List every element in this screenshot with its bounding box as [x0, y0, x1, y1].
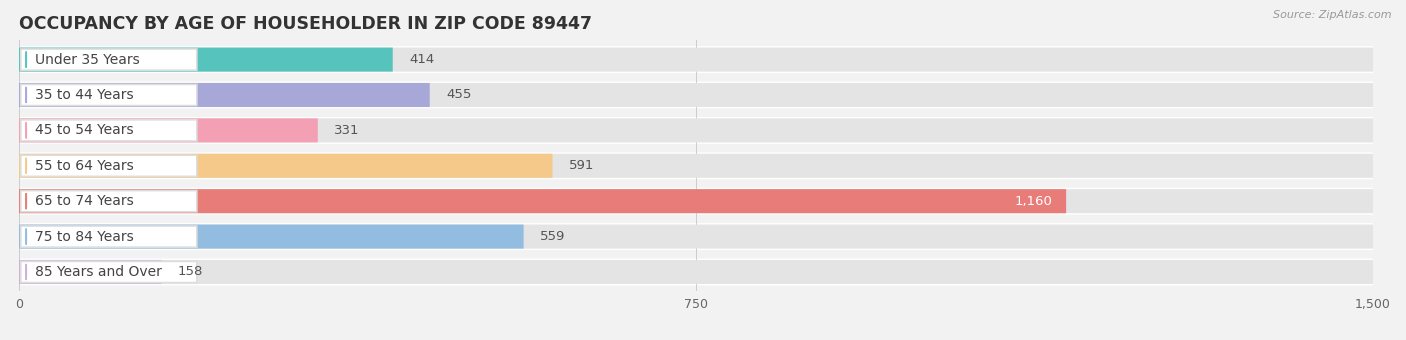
Text: 414: 414 [409, 53, 434, 66]
Text: 455: 455 [446, 88, 471, 101]
FancyBboxPatch shape [20, 83, 1374, 107]
FancyBboxPatch shape [20, 154, 1374, 178]
FancyBboxPatch shape [20, 258, 1374, 286]
Text: Under 35 Years: Under 35 Years [35, 53, 141, 67]
FancyBboxPatch shape [21, 49, 197, 70]
FancyBboxPatch shape [21, 191, 197, 212]
FancyBboxPatch shape [20, 260, 1374, 284]
FancyBboxPatch shape [20, 154, 553, 178]
FancyBboxPatch shape [20, 83, 430, 107]
FancyBboxPatch shape [20, 46, 1374, 73]
FancyBboxPatch shape [21, 261, 197, 283]
Text: OCCUPANCY BY AGE OF HOUSEHOLDER IN ZIP CODE 89447: OCCUPANCY BY AGE OF HOUSEHOLDER IN ZIP C… [20, 15, 592, 33]
Text: 45 to 54 Years: 45 to 54 Years [35, 123, 134, 137]
Text: 158: 158 [179, 266, 204, 278]
Text: 75 to 84 Years: 75 to 84 Years [35, 230, 134, 243]
Text: Source: ZipAtlas.com: Source: ZipAtlas.com [1274, 10, 1392, 20]
FancyBboxPatch shape [20, 223, 1374, 250]
FancyBboxPatch shape [20, 118, 1374, 142]
Text: 85 Years and Over: 85 Years and Over [35, 265, 162, 279]
Text: 65 to 74 Years: 65 to 74 Years [35, 194, 134, 208]
FancyBboxPatch shape [21, 226, 197, 247]
FancyBboxPatch shape [21, 155, 197, 176]
FancyBboxPatch shape [20, 118, 318, 142]
Text: 591: 591 [569, 159, 595, 172]
Text: 35 to 44 Years: 35 to 44 Years [35, 88, 134, 102]
FancyBboxPatch shape [20, 188, 1374, 215]
FancyBboxPatch shape [20, 189, 1374, 213]
FancyBboxPatch shape [20, 48, 1374, 72]
Text: 331: 331 [335, 124, 360, 137]
Text: 55 to 64 Years: 55 to 64 Years [35, 159, 134, 173]
FancyBboxPatch shape [20, 189, 1066, 213]
FancyBboxPatch shape [20, 117, 1374, 144]
Text: 559: 559 [540, 230, 565, 243]
Text: 1,160: 1,160 [1015, 195, 1053, 208]
FancyBboxPatch shape [21, 84, 197, 106]
FancyBboxPatch shape [20, 82, 1374, 108]
FancyBboxPatch shape [20, 224, 523, 249]
FancyBboxPatch shape [20, 48, 392, 72]
FancyBboxPatch shape [20, 152, 1374, 179]
FancyBboxPatch shape [20, 260, 162, 284]
FancyBboxPatch shape [21, 120, 197, 141]
FancyBboxPatch shape [20, 224, 1374, 249]
